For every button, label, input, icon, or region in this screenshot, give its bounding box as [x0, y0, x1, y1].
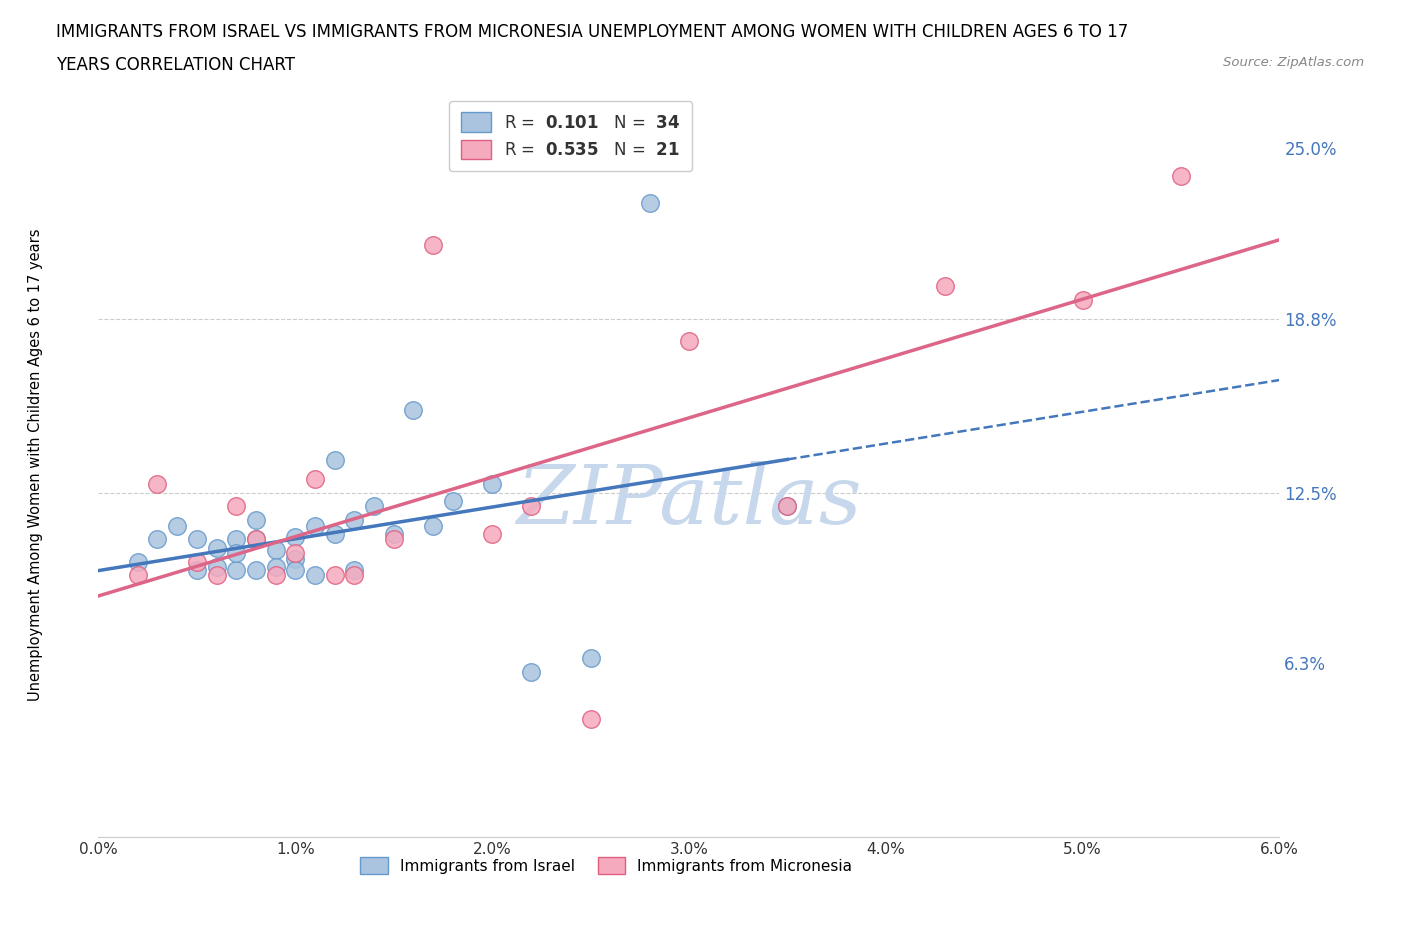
Text: ZIPatlas: ZIPatlas [516, 461, 862, 541]
Point [304, 518, 326, 533]
Point [245, 532, 267, 547]
Point [343, 568, 366, 583]
Point [225, 532, 247, 547]
Text: Source: ZipAtlas.com: Source: ZipAtlas.com [1223, 56, 1364, 69]
Point [205, 540, 228, 555]
Point [166, 518, 188, 533]
Point [776, 499, 799, 514]
Point [579, 650, 602, 665]
Point [678, 334, 700, 349]
Point [343, 563, 366, 578]
Point [284, 529, 307, 544]
Point [323, 452, 346, 467]
Point [382, 526, 405, 541]
Point [146, 477, 169, 492]
Legend: Immigrants from Israel, Immigrants from Micronesia: Immigrants from Israel, Immigrants from … [354, 851, 859, 881]
Point [520, 499, 543, 514]
Point [225, 499, 247, 514]
Point [186, 563, 208, 578]
Text: YEARS CORRELATION CHART: YEARS CORRELATION CHART [56, 56, 295, 73]
Point [1170, 168, 1192, 183]
Point [264, 543, 287, 558]
Point [441, 494, 464, 509]
Point [264, 560, 287, 575]
Point [776, 499, 799, 514]
Point [422, 237, 444, 252]
Point [245, 532, 267, 547]
Point [323, 526, 346, 541]
Point [127, 568, 149, 583]
Point [245, 512, 267, 527]
Point [284, 563, 307, 578]
Point [363, 499, 385, 514]
Point [638, 196, 661, 211]
Point [579, 711, 602, 726]
Point [481, 526, 503, 541]
Text: IMMIGRANTS FROM ISRAEL VS IMMIGRANTS FROM MICRONESIA UNEMPLOYMENT AMONG WOMEN WI: IMMIGRANTS FROM ISRAEL VS IMMIGRANTS FRO… [56, 23, 1129, 41]
Point [186, 532, 208, 547]
Point [934, 279, 956, 294]
Point [1071, 292, 1094, 307]
Point [343, 512, 366, 527]
Point [304, 568, 326, 583]
Point [520, 664, 543, 679]
Point [284, 546, 307, 561]
Point [422, 518, 444, 533]
Point [481, 477, 503, 492]
Point [284, 551, 307, 566]
Point [186, 554, 208, 569]
Point [264, 568, 287, 583]
Point [205, 560, 228, 575]
Text: Unemployment Among Women with Children Ages 6 to 17 years: Unemployment Among Women with Children A… [28, 229, 42, 701]
Point [245, 563, 267, 578]
Point [225, 546, 247, 561]
Point [323, 568, 346, 583]
Point [146, 532, 169, 547]
Point [225, 563, 247, 578]
Point [382, 532, 405, 547]
Point [304, 472, 326, 486]
Point [205, 568, 228, 583]
Point [402, 403, 425, 418]
Point [127, 554, 149, 569]
